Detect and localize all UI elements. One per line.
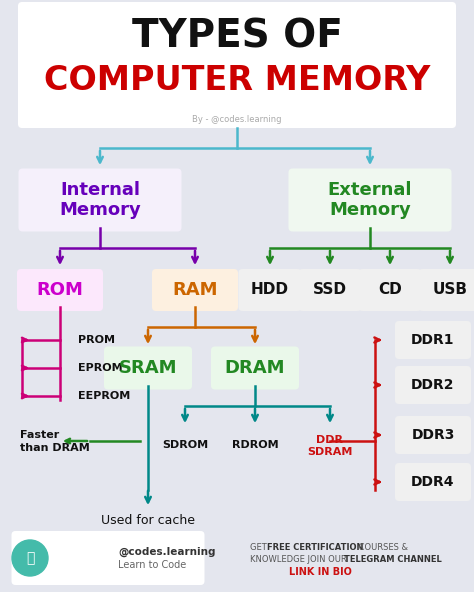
Text: USB: USB xyxy=(432,282,467,298)
Text: LINK IN BIO: LINK IN BIO xyxy=(289,567,351,577)
Text: FREE CERTIFICATION: FREE CERTIFICATION xyxy=(267,543,364,552)
Text: COURSES &: COURSES & xyxy=(356,543,408,552)
Text: DDR1: DDR1 xyxy=(411,333,455,347)
Text: EEPROM: EEPROM xyxy=(78,391,130,401)
FancyBboxPatch shape xyxy=(104,346,192,390)
Text: Memory: Memory xyxy=(59,201,141,219)
FancyBboxPatch shape xyxy=(395,463,471,501)
Text: CD: CD xyxy=(378,282,402,298)
Text: Faster: Faster xyxy=(20,430,59,440)
Text: DRAM: DRAM xyxy=(225,359,285,377)
Text: DDR3: DDR3 xyxy=(411,428,455,442)
FancyBboxPatch shape xyxy=(211,346,299,390)
Text: Memory: Memory xyxy=(329,201,411,219)
Text: SDRAM: SDRAM xyxy=(307,447,353,457)
FancyBboxPatch shape xyxy=(238,269,301,311)
FancyBboxPatch shape xyxy=(358,269,421,311)
Text: Used for cache: Used for cache xyxy=(101,513,195,526)
Text: HDD: HDD xyxy=(251,282,289,298)
Text: SDROM: SDROM xyxy=(162,440,208,450)
Text: DDR4: DDR4 xyxy=(411,475,455,489)
FancyBboxPatch shape xyxy=(17,269,103,311)
Text: SRAM: SRAM xyxy=(119,359,177,377)
FancyBboxPatch shape xyxy=(395,416,471,454)
Text: PROM: PROM xyxy=(78,335,115,345)
Text: than DRAM: than DRAM xyxy=(20,443,90,453)
Text: DDR2: DDR2 xyxy=(411,378,455,392)
Text: @codes.learning: @codes.learning xyxy=(118,547,216,557)
Text: Learn to Code: Learn to Code xyxy=(118,560,186,570)
Text: RAM: RAM xyxy=(172,281,218,299)
Text: SSD: SSD xyxy=(313,282,347,298)
Text: KNOWLEDGE JOIN OUR: KNOWLEDGE JOIN OUR xyxy=(250,555,349,565)
Text: COMPUTER MEMORY: COMPUTER MEMORY xyxy=(44,63,430,96)
FancyBboxPatch shape xyxy=(419,269,474,311)
FancyBboxPatch shape xyxy=(18,169,182,231)
Text: RDROM: RDROM xyxy=(232,440,278,450)
FancyBboxPatch shape xyxy=(299,269,362,311)
Text: 🖥: 🖥 xyxy=(26,551,34,565)
FancyBboxPatch shape xyxy=(289,169,452,231)
Text: External: External xyxy=(328,181,412,199)
FancyBboxPatch shape xyxy=(11,531,204,585)
FancyBboxPatch shape xyxy=(18,2,456,128)
Text: GET: GET xyxy=(250,543,269,552)
Text: DDR: DDR xyxy=(317,435,344,445)
FancyBboxPatch shape xyxy=(395,366,471,404)
Text: By - @codes.learning: By - @codes.learning xyxy=(192,115,282,124)
Text: ROM: ROM xyxy=(36,281,83,299)
Text: TELEGRAM CHANNEL: TELEGRAM CHANNEL xyxy=(344,555,442,565)
FancyBboxPatch shape xyxy=(152,269,238,311)
Text: EPROM: EPROM xyxy=(78,363,123,373)
FancyBboxPatch shape xyxy=(395,321,471,359)
Text: Internal: Internal xyxy=(60,181,140,199)
Text: TYPES OF: TYPES OF xyxy=(132,18,342,56)
Circle shape xyxy=(12,540,48,576)
